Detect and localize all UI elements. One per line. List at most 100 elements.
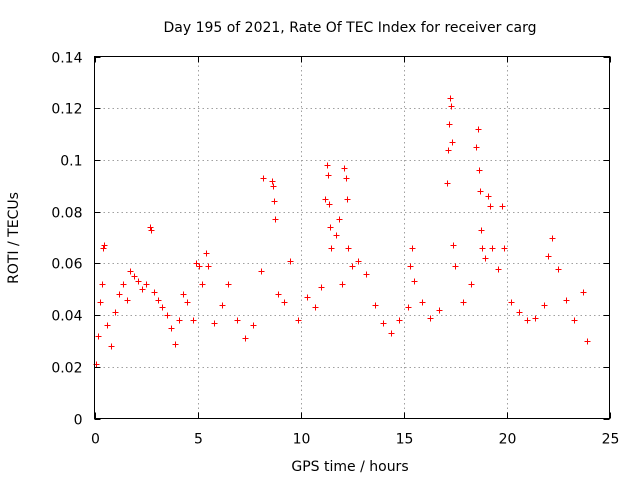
data-point bbox=[545, 253, 552, 260]
data-point bbox=[495, 266, 502, 273]
data-point bbox=[450, 242, 457, 249]
data-point bbox=[155, 297, 162, 304]
data-point bbox=[449, 139, 456, 146]
x-tick-label: 5 bbox=[194, 432, 203, 448]
data-point bbox=[104, 322, 111, 329]
data-point bbox=[344, 196, 351, 203]
x-tick-label: 10 bbox=[293, 432, 311, 448]
data-point bbox=[97, 299, 104, 306]
data-point bbox=[328, 245, 335, 252]
x-tick-label: 20 bbox=[499, 432, 517, 448]
data-point bbox=[318, 284, 325, 291]
data-point bbox=[475, 126, 482, 133]
data-point bbox=[101, 242, 108, 249]
data-point bbox=[151, 289, 158, 296]
data-point bbox=[555, 266, 562, 273]
x-tick-label: 15 bbox=[396, 432, 414, 448]
data-point bbox=[135, 278, 142, 285]
y-tick-label: 0.04 bbox=[51, 309, 82, 325]
data-point bbox=[164, 312, 171, 319]
data-point bbox=[326, 201, 333, 208]
data-point bbox=[485, 193, 492, 200]
data-point bbox=[176, 317, 183, 324]
data-point bbox=[258, 268, 265, 275]
data-point bbox=[468, 281, 475, 288]
data-point bbox=[452, 263, 459, 270]
data-point bbox=[448, 103, 455, 110]
data-point bbox=[139, 286, 146, 293]
y-tick-label: 0.14 bbox=[51, 51, 82, 67]
data-point bbox=[405, 304, 412, 311]
data-point bbox=[479, 245, 486, 252]
data-point bbox=[580, 289, 587, 296]
data-point bbox=[524, 317, 531, 324]
data-point bbox=[203, 250, 210, 257]
data-point bbox=[411, 278, 418, 285]
data-point bbox=[380, 320, 387, 327]
data-point bbox=[100, 245, 107, 252]
data-point bbox=[396, 317, 403, 324]
data-point bbox=[295, 317, 302, 324]
data-point bbox=[345, 245, 352, 252]
data-point bbox=[571, 317, 578, 324]
data-point bbox=[287, 258, 294, 265]
data-point bbox=[116, 291, 123, 298]
data-point bbox=[234, 317, 241, 324]
data-point bbox=[476, 167, 483, 174]
data-point bbox=[333, 232, 340, 239]
ticks-layer bbox=[94, 56, 611, 420]
data-point bbox=[281, 299, 288, 306]
data-point bbox=[312, 304, 319, 311]
data-point bbox=[419, 299, 426, 306]
data-point bbox=[327, 224, 334, 231]
x-tick-label: 0 bbox=[91, 432, 100, 448]
data-point bbox=[541, 302, 548, 309]
data-point bbox=[112, 309, 119, 316]
data-point bbox=[184, 299, 191, 306]
data-point bbox=[271, 198, 278, 205]
data-point bbox=[242, 335, 249, 342]
y-tick-label: 0.12 bbox=[51, 102, 82, 118]
y-tick-label: 0.08 bbox=[51, 206, 82, 222]
data-point bbox=[325, 172, 332, 179]
data-point bbox=[444, 180, 451, 187]
data-point bbox=[336, 216, 343, 223]
data-point bbox=[446, 121, 453, 128]
data-point bbox=[549, 235, 556, 242]
data-point bbox=[95, 333, 102, 340]
data-point bbox=[190, 317, 197, 324]
data-point bbox=[563, 297, 570, 304]
data-point bbox=[172, 341, 179, 348]
x-axis-label: GPS time / hours bbox=[291, 459, 408, 475]
x-tick-label: 25 bbox=[602, 432, 620, 448]
data-point bbox=[409, 245, 416, 252]
data-point bbox=[584, 338, 591, 345]
data-point bbox=[372, 302, 379, 309]
plot-frame bbox=[94, 56, 610, 419]
data-point bbox=[250, 322, 257, 329]
data-point bbox=[120, 281, 127, 288]
data-point bbox=[272, 216, 279, 223]
tick-labels-layer: 0 5 10 15 20 25 0 0.02 0.04 0.06 0.08 0.1 0.12 0.14 bbox=[51, 51, 619, 448]
data-point bbox=[127, 268, 134, 275]
data-point bbox=[196, 263, 203, 270]
data-point bbox=[205, 263, 212, 270]
data-point bbox=[275, 291, 282, 298]
data-point bbox=[473, 144, 480, 151]
data-point bbox=[445, 147, 452, 154]
y-axis-label: ROTI / TECUs bbox=[6, 192, 22, 284]
data-point bbox=[478, 227, 485, 234]
data-point bbox=[211, 320, 218, 327]
data-point bbox=[304, 294, 311, 301]
data-point bbox=[339, 281, 346, 288]
data-point bbox=[99, 281, 106, 288]
data-point bbox=[168, 325, 175, 332]
chart-title: Day 195 of 2021, Rate Of TEC Index for r… bbox=[163, 20, 536, 36]
data-point bbox=[180, 291, 187, 298]
y-tick-label: 0.1 bbox=[60, 154, 82, 170]
y-tick-label: 0.02 bbox=[51, 361, 82, 377]
data-point bbox=[225, 281, 232, 288]
